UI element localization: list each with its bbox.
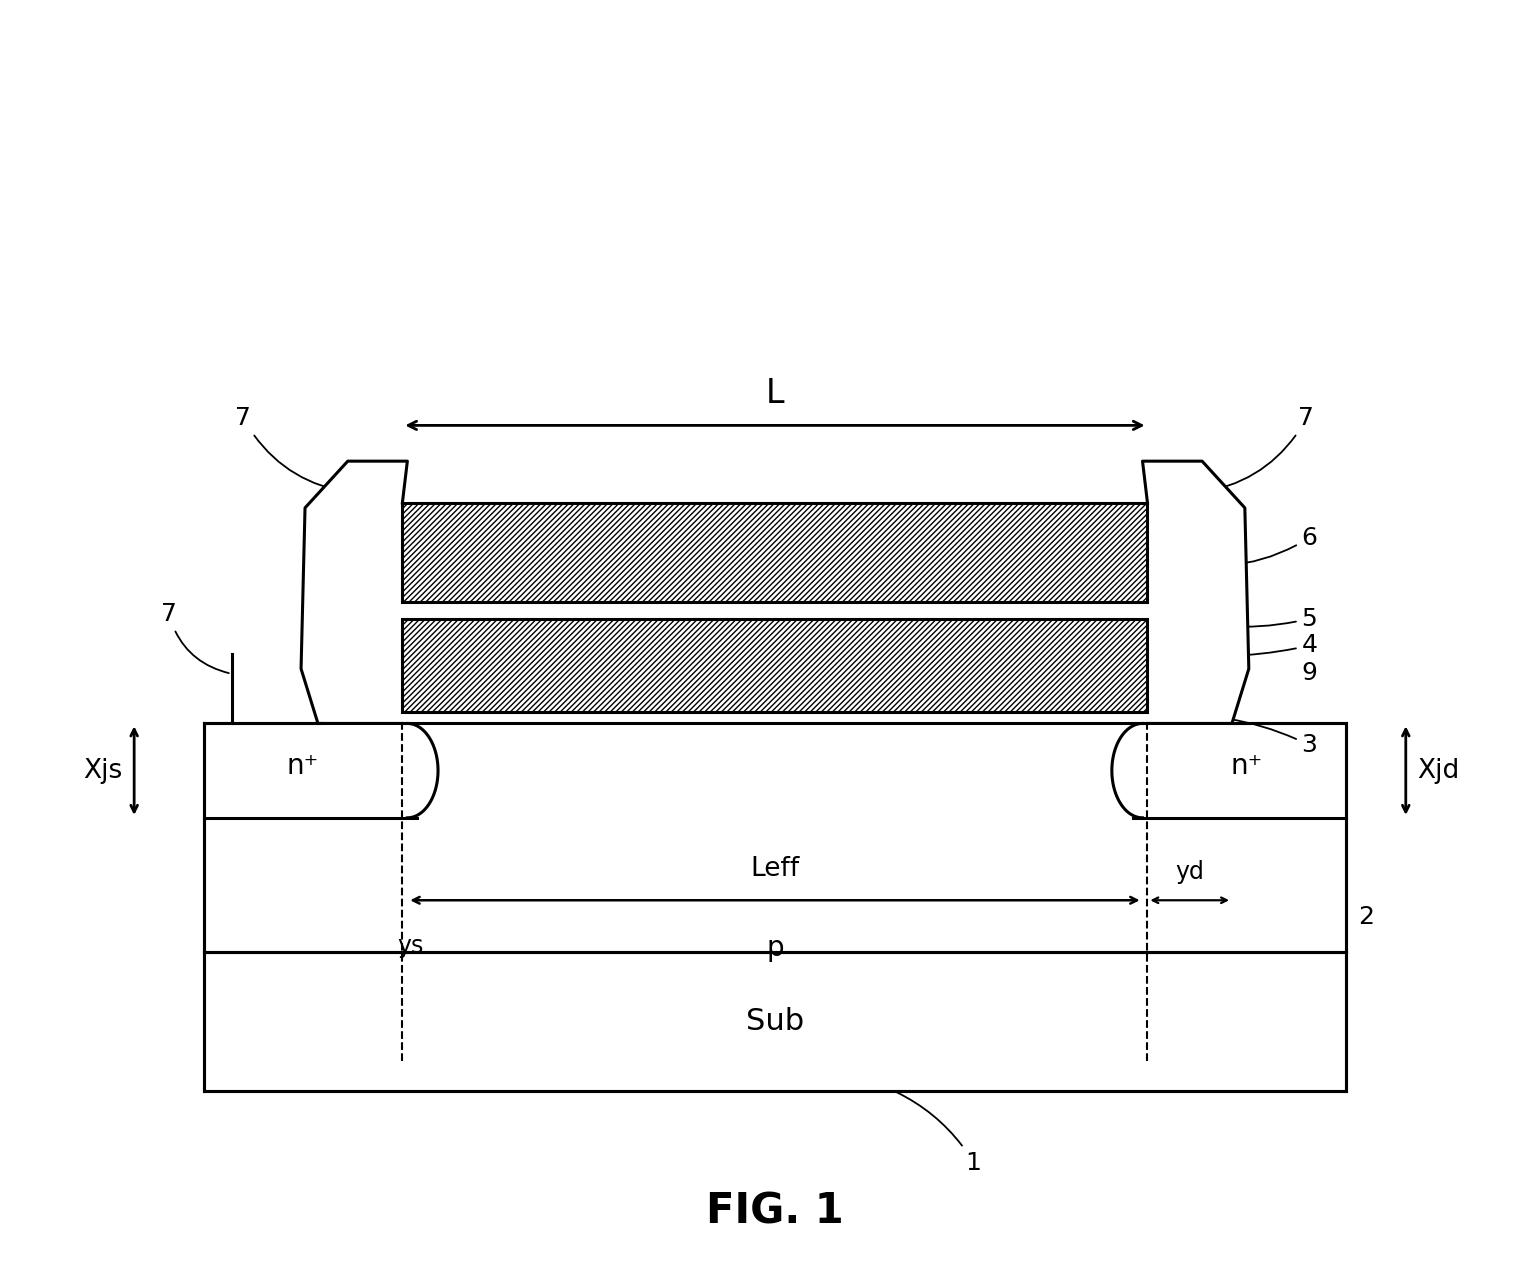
Polygon shape xyxy=(1143,461,1248,724)
Text: 3: 3 xyxy=(1155,716,1317,757)
Text: Sub: Sub xyxy=(745,1006,803,1036)
Text: 5: 5 xyxy=(1155,606,1317,631)
Text: n⁺: n⁺ xyxy=(288,752,320,780)
Text: 1: 1 xyxy=(897,1092,982,1175)
Text: 9: 9 xyxy=(1302,661,1317,685)
Text: Leff: Leff xyxy=(750,856,800,883)
Text: L: L xyxy=(765,377,785,410)
Bar xyxy=(203,724,1346,952)
Text: ys: ys xyxy=(398,934,424,958)
Polygon shape xyxy=(301,461,407,724)
Text: Xjs: Xjs xyxy=(83,758,122,784)
Text: p: p xyxy=(767,934,783,962)
Bar xyxy=(203,952,1346,1091)
Bar xyxy=(402,503,1148,603)
Text: 7: 7 xyxy=(236,406,350,493)
Bar xyxy=(402,619,1148,711)
Text: yd: yd xyxy=(1175,860,1204,884)
Text: 10: 10 xyxy=(759,689,791,713)
Text: 2: 2 xyxy=(1359,905,1374,929)
Text: 4: 4 xyxy=(1155,633,1317,657)
Text: FIG. 1: FIG. 1 xyxy=(705,1190,845,1232)
Text: Xjd: Xjd xyxy=(1418,758,1460,784)
Text: n⁺: n⁺ xyxy=(1230,752,1262,780)
Text: 6: 6 xyxy=(1155,526,1317,566)
Text: 7: 7 xyxy=(161,603,230,673)
Text: 7: 7 xyxy=(1200,406,1314,493)
